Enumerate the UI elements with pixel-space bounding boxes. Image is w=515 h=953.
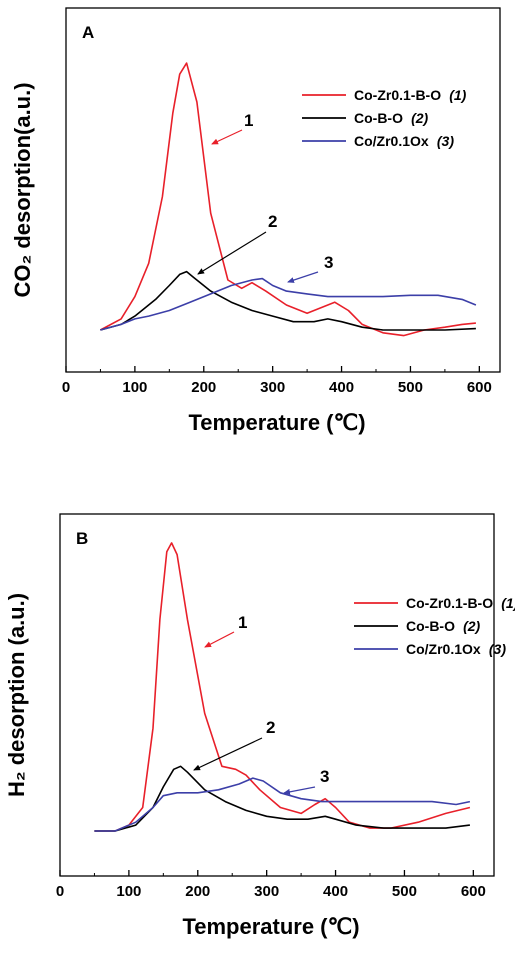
legend: Co-Zr0.1-B-O (1) Co-B-O (2) Co/Zr0.1Ox (3) bbox=[354, 595, 515, 657]
callout-number: 1 bbox=[238, 613, 247, 632]
x-tick-label: 400 bbox=[323, 883, 348, 900]
callout-arrow bbox=[193, 737, 263, 771]
x-tick-label: 200 bbox=[191, 379, 216, 396]
x-tick-label: 100 bbox=[116, 883, 141, 900]
callout-arrow bbox=[197, 231, 267, 275]
x-tick-label: 600 bbox=[467, 379, 492, 396]
legend-label-number: (2) bbox=[411, 110, 428, 126]
x-tick-label: 300 bbox=[254, 883, 279, 900]
x-tick-label: 0 bbox=[56, 883, 64, 900]
x-tick-label: 200 bbox=[185, 883, 210, 900]
legend-label-number: (1) bbox=[501, 595, 515, 611]
callout-arrow bbox=[283, 786, 316, 795]
callout-number: 1 bbox=[244, 111, 253, 130]
x-tick-label: 600 bbox=[461, 883, 486, 900]
legend-label: Co-B-O bbox=[354, 110, 403, 126]
legend-label-number: (1) bbox=[449, 87, 466, 103]
plot-frame bbox=[59, 513, 495, 877]
x-tick-label: 500 bbox=[398, 379, 423, 396]
legend-label-number: (3) bbox=[489, 641, 506, 657]
x-axis-title: Temperature (℃) bbox=[188, 410, 365, 435]
series-line-3 bbox=[94, 777, 471, 832]
panel-label: B bbox=[76, 529, 88, 548]
series-line-1 bbox=[94, 542, 471, 832]
legend-label-number: (2) bbox=[463, 618, 480, 634]
legend: Co-Zr0.1-B-O (1) Co-B-O (2) Co/Zr0.1Ox (3) bbox=[302, 87, 467, 149]
legend-label: Co/Zr0.1Ox bbox=[406, 641, 481, 657]
legend-label: Co-Zr0.1-B-O bbox=[354, 87, 441, 103]
y-axis-title: CO₂ desorption(a.u.) bbox=[10, 82, 35, 297]
legend-label-number: (3) bbox=[437, 133, 454, 149]
chart-panel-b: B 0 100 200 300 400 500 600 Temperature (℃) H₂ de… bbox=[4, 513, 515, 939]
callout-arrow bbox=[211, 129, 243, 145]
callout-number: 3 bbox=[320, 767, 329, 786]
x-tick-label: 0 bbox=[62, 379, 70, 396]
series-line-2 bbox=[94, 765, 470, 832]
series-line-1 bbox=[100, 62, 476, 337]
legend-label: Co/Zr0.1Ox bbox=[354, 133, 429, 149]
x-tick-label: 100 bbox=[122, 379, 147, 396]
x-tick-label: 300 bbox=[260, 379, 285, 396]
callout-number: 2 bbox=[266, 718, 275, 737]
x-tick-label: 500 bbox=[392, 883, 417, 900]
y-axis-title: H₂ desorption (a.u.) bbox=[4, 593, 29, 797]
chart-panel-a: A 0 100 200 300 400 500 600 Temperature (℃) CO₂ d… bbox=[10, 7, 501, 435]
x-axis-title: Temperature (℃) bbox=[182, 914, 359, 939]
plot-frame bbox=[65, 7, 501, 373]
panel-label: A bbox=[82, 23, 94, 42]
legend-label: Co-Zr0.1-B-O bbox=[406, 595, 493, 611]
legend-label: Co-B-O bbox=[406, 618, 455, 634]
callout-arrow bbox=[204, 631, 235, 648]
callout-arrow bbox=[287, 271, 319, 283]
callout-number: 2 bbox=[268, 212, 277, 231]
series-line-3 bbox=[100, 277, 477, 331]
series-line-2 bbox=[100, 270, 476, 331]
x-tick-label: 400 bbox=[329, 379, 354, 396]
callout-number: 3 bbox=[324, 253, 333, 272]
